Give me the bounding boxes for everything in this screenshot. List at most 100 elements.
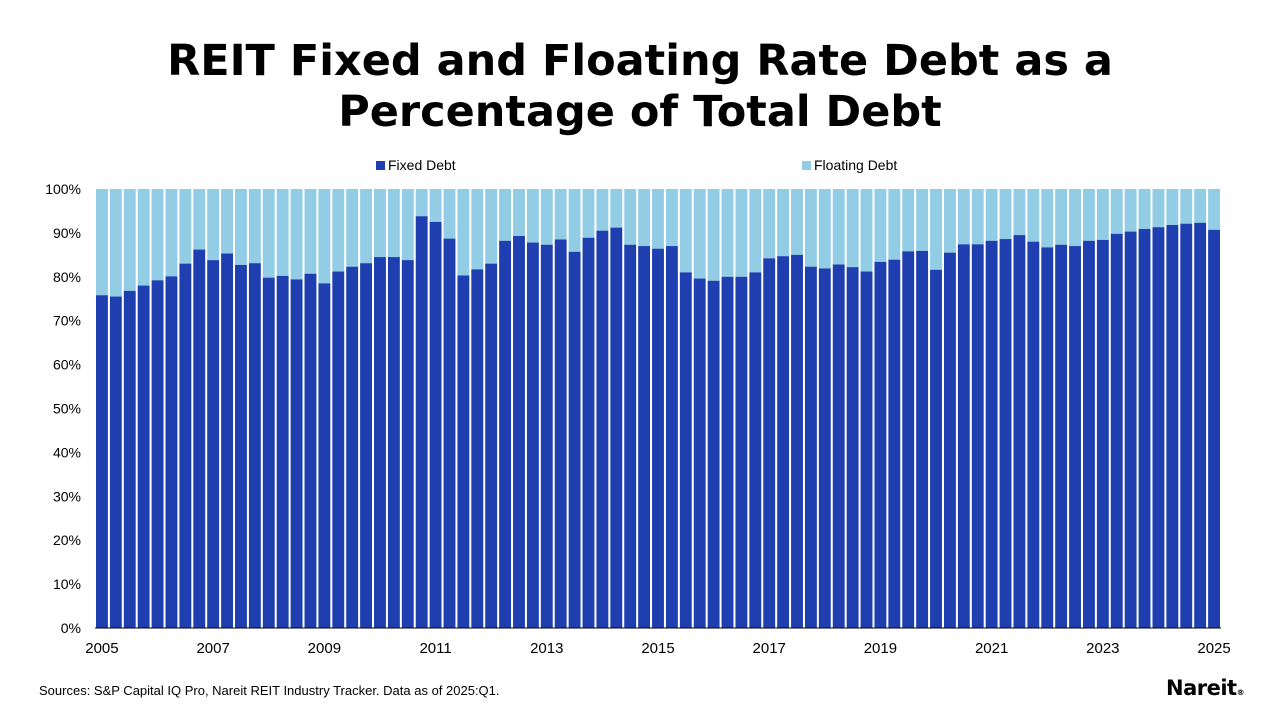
y-tick-label: 50% — [53, 401, 81, 417]
bar-fixed-2011:Q2 — [443, 238, 456, 629]
bar-floating-2022:Q2 — [1055, 189, 1068, 245]
bar-fixed-2005:Q1 — [96, 295, 108, 628]
bar-floating-2007:Q4 — [248, 189, 261, 264]
bar-floating-2012:Q3 — [513, 189, 525, 236]
bar-fixed-2013:Q3 — [568, 251, 581, 628]
bar-fixed-2022:Q4 — [1082, 240, 1095, 629]
bar-fixed-2005:Q4 — [137, 285, 150, 628]
bar-fixed-2007:Q1 — [207, 260, 220, 628]
y-tick-label: 70% — [53, 313, 81, 329]
y-tick-label: 20% — [53, 532, 81, 548]
bar-fixed-2017:Q3 — [791, 254, 803, 628]
bar-floating-2011:Q2 — [443, 189, 456, 239]
bar-floating-2005:Q4 — [137, 189, 150, 286]
bar-floating-2023:Q3 — [1124, 189, 1137, 232]
bar-floating-2024:Q1 — [1152, 189, 1165, 228]
bar-floating-2020:Q4 — [971, 189, 984, 245]
chart-title-line-2: Percentage of Total Debt — [338, 87, 942, 137]
x-axis: 2005 2007 2009 2011 2013 2015 2017 2019 2021 2023… — [85, 627, 1231, 657]
x-tick-label: 2017 — [753, 640, 786, 657]
bar-fixed-2009:Q3 — [346, 266, 359, 628]
legend: Fixed Debt Floating Debt — [376, 157, 897, 173]
bar-floating-2010:Q2 — [387, 189, 400, 258]
bar-fixed-2015:Q1 — [652, 248, 664, 628]
sources-note: Sources: S&P Capital IQ Pro, Nareit REIT… — [39, 683, 500, 698]
bar-floating-2015:Q3 — [679, 189, 692, 273]
bar-fixed-2014:Q3 — [624, 244, 637, 628]
bar-floating-2017:Q1 — [763, 189, 776, 259]
bar-fixed-2019:Q3 — [902, 251, 915, 628]
bar-fixed-2010:Q1 — [374, 257, 386, 628]
bar-floating-2016:Q4 — [749, 189, 762, 273]
bar-fixed-2021:Q4 — [1027, 241, 1040, 628]
bar-fixed-2005:Q2 — [109, 296, 122, 628]
bar-fixed-2017:Q1 — [763, 258, 776, 628]
bar-fixed-2010:Q2 — [387, 257, 400, 628]
bar-floating-2011:Q3 — [457, 189, 470, 276]
x-tick-label: 2015 — [641, 640, 674, 657]
bar-fixed-2014:Q4 — [638, 246, 651, 628]
bar-fixed-2025:Q1 — [1208, 229, 1220, 628]
bar-floating-2006:Q1 — [151, 189, 164, 281]
bar-fixed-2024:Q3 — [1180, 223, 1193, 628]
bar-fixed-2011:Q1 — [429, 221, 442, 629]
bar-floating-2009:Q3 — [346, 189, 359, 267]
bar-floating-2019:Q4 — [916, 189, 929, 251]
x-tick-label: 2013 — [530, 640, 563, 657]
bar-fixed-2014:Q1 — [596, 230, 609, 628]
y-tick-label: 30% — [53, 488, 81, 504]
bar-fixed-2007:Q4 — [248, 263, 261, 628]
legend-label-floating: Floating Debt — [814, 157, 897, 173]
bar-floating-2019:Q3 — [902, 189, 915, 252]
nareit-logo: Nareit® — [1166, 676, 1245, 700]
bar-floating-2007:Q3 — [235, 189, 247, 265]
bar-fixed-2014:Q2 — [610, 227, 623, 628]
bar-floating-2013:Q4 — [582, 189, 595, 238]
bar-fixed-2013:Q2 — [554, 239, 567, 628]
y-tick-label: 90% — [53, 225, 81, 241]
bar-fixed-2020:Q3 — [957, 244, 970, 628]
chart-title: REIT Fixed and Floating Rate Debt as a P… — [0, 36, 1280, 138]
y-tick-label: 10% — [53, 576, 81, 592]
bar-floating-2021:Q2 — [999, 189, 1012, 240]
bar-fixed-2012:Q3 — [513, 235, 525, 628]
bar-fixed-2024:Q1 — [1152, 227, 1165, 628]
logo-text: Nareit — [1166, 676, 1237, 700]
bar-floating-2005:Q2 — [109, 189, 122, 297]
bar-floating-2017:Q4 — [804, 189, 817, 267]
bar-floating-2018:Q2 — [832, 189, 845, 265]
bar-fixed-2022:Q2 — [1055, 244, 1068, 628]
bars — [96, 189, 1220, 629]
bar-fixed-2024:Q2 — [1166, 225, 1179, 628]
bar-fixed-2009:Q2 — [332, 271, 345, 628]
x-tick-label: 2007 — [196, 640, 229, 657]
bar-fixed-2023:Q4 — [1138, 228, 1151, 628]
bar-floating-2008:Q4 — [304, 189, 317, 274]
bar-floating-2012:Q1 — [485, 189, 498, 264]
bar-floating-2015:Q1 — [652, 189, 664, 249]
bar-floating-2017:Q3 — [791, 189, 803, 255]
y-axis: 0% 10% 20% 30% 40% 50% 60% 70% 80% 90% 100% — [45, 181, 81, 636]
legend-swatch-fixed — [376, 161, 385, 170]
bar-fixed-2013:Q4 — [582, 237, 595, 628]
x-tick-label: 2009 — [308, 640, 341, 657]
bar-fixed-2016:Q4 — [749, 272, 762, 628]
bar-fixed-2023:Q2 — [1110, 233, 1123, 628]
bar-fixed-2015:Q2 — [665, 246, 678, 628]
bar-fixed-2008:Q2 — [276, 275, 289, 628]
bar-floating-2022:Q1 — [1041, 189, 1054, 248]
bar-fixed-2023:Q1 — [1096, 239, 1109, 629]
bar-floating-2019:Q1 — [874, 189, 887, 262]
x-tick-label: 2025 — [1197, 640, 1230, 657]
bar-floating-2018:Q1 — [818, 189, 831, 269]
bar-fixed-2021:Q3 — [1013, 235, 1026, 628]
bar-fixed-2006:Q4 — [193, 249, 206, 628]
x-tick-label: 2023 — [1086, 640, 1119, 657]
bar-floating-2014:Q4 — [638, 189, 651, 247]
bar-fixed-2022:Q1 — [1041, 247, 1054, 628]
bar-floating-2011:Q4 — [471, 189, 484, 270]
bar-floating-2012:Q4 — [526, 189, 539, 243]
bar-fixed-2015:Q4 — [693, 278, 706, 628]
bar-floating-2005:Q3 — [123, 189, 136, 291]
y-tick-label: 80% — [53, 269, 81, 285]
